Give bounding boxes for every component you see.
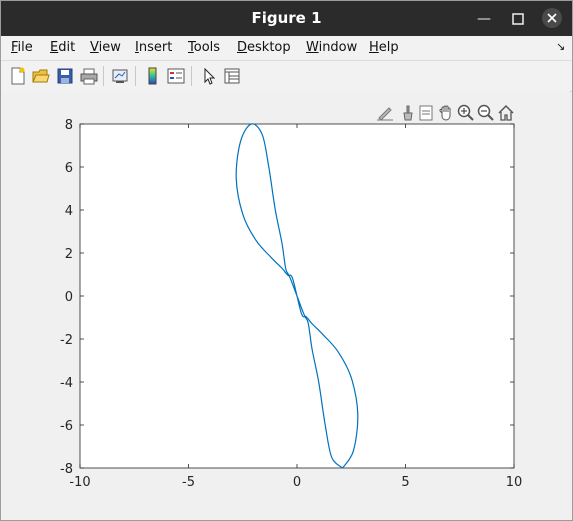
zoom-in-icon[interactable] xyxy=(457,104,475,122)
maximize-button[interactable] xyxy=(509,10,527,28)
menu-insert[interactable]: Insert xyxy=(135,40,173,55)
menu-window[interactable]: Window xyxy=(306,40,358,55)
title-bar[interactable]: Figure 1 — xyxy=(1,1,572,36)
menu-overflow-icon[interactable]: ↘ xyxy=(556,40,566,53)
minimize-button[interactable]: — xyxy=(477,11,491,27)
menu-bar: File Edit View Insert Tools Desktop Wind… xyxy=(1,36,572,60)
left-edge xyxy=(1,91,5,520)
save-icon[interactable] xyxy=(56,67,74,85)
link-plot-icon[interactable] xyxy=(111,67,129,85)
menu-desktop[interactable]: Desktop xyxy=(237,40,291,55)
new-figure-icon[interactable] xyxy=(9,67,27,85)
menu-file[interactable]: File xyxy=(11,40,33,55)
pointer-icon[interactable] xyxy=(200,67,218,85)
brush-icon[interactable] xyxy=(398,104,416,122)
pan-icon[interactable] xyxy=(437,104,455,122)
zoom-out-icon[interactable] xyxy=(477,104,495,122)
close-button[interactable] xyxy=(542,8,562,28)
menu-tools[interactable]: Tools xyxy=(188,40,221,55)
toolbar-separator xyxy=(103,66,104,86)
window-title: Figure 1 xyxy=(251,9,322,27)
toolbar-separator xyxy=(191,66,192,86)
menu-help[interactable]: Help xyxy=(369,40,399,55)
property-inspector-icon[interactable] xyxy=(223,67,241,85)
colorbar-icon[interactable] xyxy=(144,67,162,85)
legend-icon[interactable] xyxy=(167,67,185,85)
menu-view[interactable]: View xyxy=(90,40,121,55)
open-file-icon[interactable] xyxy=(32,67,50,85)
figure-toolbar xyxy=(1,60,572,92)
home-icon[interactable] xyxy=(497,104,515,122)
edit-plot-icon[interactable] xyxy=(376,104,394,122)
maximize-icon xyxy=(512,13,524,25)
print-icon[interactable] xyxy=(80,67,98,85)
close-icon xyxy=(547,13,557,23)
figure-canvas[interactable] xyxy=(5,91,570,511)
data-tips-icon[interactable] xyxy=(418,104,436,122)
menu-edit[interactable]: Edit xyxy=(50,40,76,55)
toolbar-separator xyxy=(135,66,136,86)
